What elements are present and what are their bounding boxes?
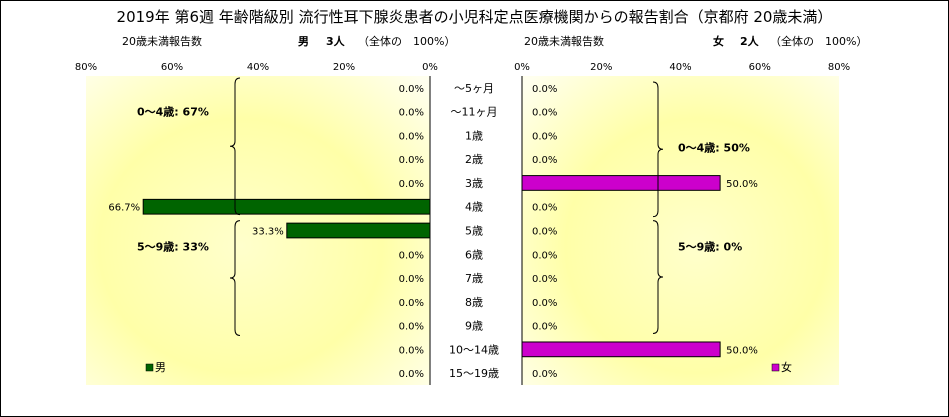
male-data-label: 0.0% bbox=[399, 84, 424, 95]
category-label: 5歳 bbox=[465, 225, 483, 238]
category-label: 6歳 bbox=[465, 248, 483, 261]
female-legend-label: 女 bbox=[781, 360, 792, 374]
right-count: 2人 bbox=[740, 35, 759, 48]
female-data-label: 0.0% bbox=[532, 155, 557, 166]
category-label: 3歳 bbox=[465, 177, 483, 190]
male-bar bbox=[142, 198, 431, 215]
right-total: （全体の 100%） bbox=[770, 35, 868, 48]
left-tick-label: 60% bbox=[161, 62, 183, 73]
male-legend-swatch bbox=[145, 363, 154, 372]
category-label: 10～14歳 bbox=[449, 343, 499, 356]
male-data-label: 33.3% bbox=[252, 227, 284, 238]
right-caption: 20歳未満報告数 bbox=[524, 35, 604, 48]
male-bar bbox=[286, 222, 431, 239]
chart-title: 2019年 第6週 年齢階級別 流行性耳下腺炎患者の小児科定点医療機関からの報告… bbox=[116, 8, 833, 26]
male-data-label: 0.0% bbox=[399, 131, 424, 142]
left-tick-label: 80% bbox=[75, 62, 97, 73]
female-data-label: 0.0% bbox=[532, 274, 557, 285]
male-data-label: 66.7% bbox=[108, 203, 140, 214]
female-legend-swatch bbox=[771, 363, 780, 372]
left-tick-label: 0% bbox=[422, 62, 438, 73]
female-data-label: 0.0% bbox=[532, 298, 557, 309]
male-data-label: 0.0% bbox=[399, 250, 424, 261]
female-data-label: 0.0% bbox=[532, 84, 557, 95]
female-annotation-5-9: 5～9歳: 0% bbox=[678, 239, 742, 253]
male-data-label: 0.0% bbox=[399, 274, 424, 285]
category-label: 9歳 bbox=[465, 320, 483, 333]
category-label: 8歳 bbox=[465, 296, 483, 309]
female-data-label: 0.0% bbox=[532, 369, 557, 380]
right-tick-label: 60% bbox=[749, 62, 771, 73]
left-caption: 20歳未満報告数 bbox=[122, 35, 202, 48]
male-data-label: 0.0% bbox=[399, 369, 424, 380]
male-data-label: 0.0% bbox=[399, 298, 424, 309]
right-tick-label: 20% bbox=[590, 62, 612, 73]
female-data-label: 0.0% bbox=[532, 108, 557, 119]
female-data-label: 0.0% bbox=[532, 203, 557, 214]
right-tick-label: 40% bbox=[669, 62, 691, 73]
right-plot-area bbox=[522, 76, 839, 385]
left-total: （全体の 100%） bbox=[358, 35, 456, 48]
male-legend-label: 男 bbox=[155, 361, 166, 374]
female-data-label: 50.0% bbox=[726, 345, 758, 356]
female-bar bbox=[521, 341, 721, 358]
category-label: ～11ヶ月 bbox=[451, 106, 498, 119]
female-bar bbox=[521, 175, 721, 191]
category-label: 7歳 bbox=[465, 272, 483, 285]
right-brace-5-9 bbox=[652, 220, 664, 334]
male-data-label: 0.0% bbox=[399, 179, 424, 190]
right-tick-label: 0% bbox=[514, 62, 530, 73]
left-tick-label: 40% bbox=[247, 62, 269, 73]
female-data-label: 0.0% bbox=[532, 131, 557, 142]
category-label: ～5ヶ月 bbox=[454, 82, 494, 95]
male-annotation-5-9: 5～9歳: 33% bbox=[137, 239, 209, 253]
male-annotation-0-4: 0～4歳: 67% bbox=[137, 105, 209, 119]
female-annotation-0-4: 0～4歳: 50% bbox=[678, 140, 750, 154]
male-data-label: 0.0% bbox=[399, 108, 424, 119]
left-sex-label: 男 bbox=[298, 35, 309, 48]
right-tick-label: 80% bbox=[828, 62, 850, 73]
left-brace-0-4 bbox=[229, 77, 241, 216]
left-count: 3人 bbox=[326, 35, 345, 48]
right-sex-label: 女 bbox=[713, 35, 724, 48]
female-data-label: 0.0% bbox=[532, 322, 557, 333]
left-brace-5-9 bbox=[229, 220, 241, 336]
left-tick-label: 20% bbox=[333, 62, 355, 73]
male-data-label: 0.0% bbox=[399, 322, 424, 333]
female-data-label: 0.0% bbox=[532, 227, 557, 238]
right-brace-0-4 bbox=[652, 81, 664, 218]
male-data-label: 0.0% bbox=[399, 345, 424, 356]
female-data-label: 0.0% bbox=[532, 250, 557, 261]
male-data-label: 0.0% bbox=[399, 155, 424, 166]
category-label: 15～19歳 bbox=[449, 367, 499, 380]
category-label: 4歳 bbox=[465, 201, 483, 214]
category-label: 2歳 bbox=[465, 153, 483, 166]
female-data-label: 50.0% bbox=[726, 179, 758, 190]
category-label: 1歳 bbox=[465, 129, 483, 142]
